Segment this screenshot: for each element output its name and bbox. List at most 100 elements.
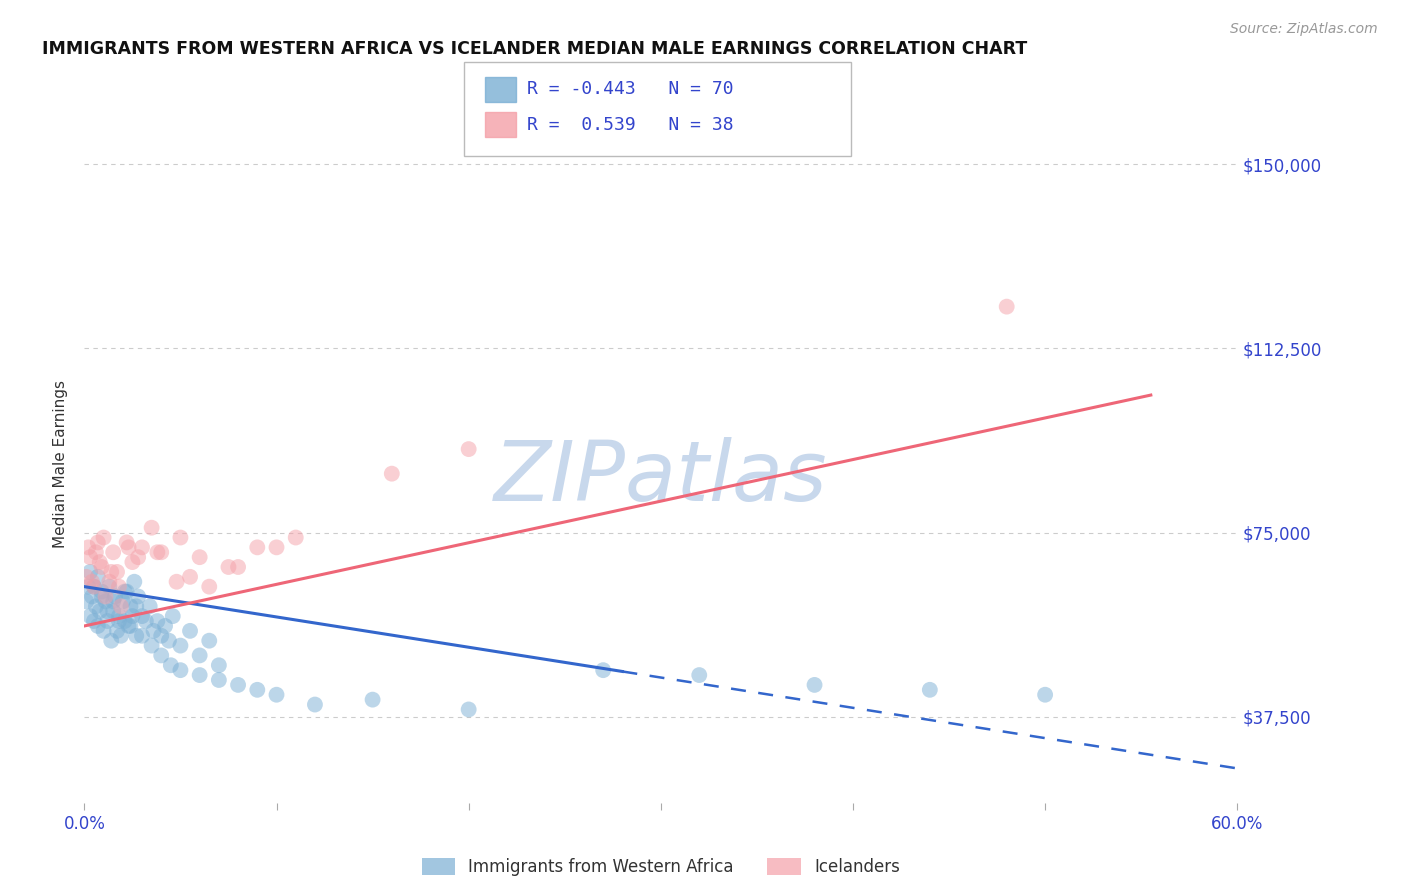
Point — [150, 629, 173, 643]
Point — [90, 584, 112, 599]
Point — [80, 590, 103, 604]
Point — [127, 590, 149, 604]
Point — [98, 574, 121, 589]
Point — [120, 619, 142, 633]
Text: R =  0.539   N = 38: R = 0.539 N = 38 — [527, 116, 734, 134]
Text: IMMIGRANTS FROM WESTERN AFRICA VS ICELANDER MEDIAN MALE EARNINGS CORRELATION CHA: IMMIGRANTS FROM WESTERN AFRICA VS ICELAN… — [42, 40, 1028, 58]
Point — [146, 614, 169, 628]
Point — [157, 633, 180, 648]
Point — [94, 594, 117, 608]
Point — [141, 521, 163, 535]
Point — [120, 599, 142, 614]
Point — [198, 633, 221, 648]
Point — [166, 574, 188, 589]
Point — [125, 599, 148, 614]
Point — [266, 541, 288, 555]
Point — [208, 673, 231, 687]
Point — [100, 565, 122, 579]
Point — [162, 609, 184, 624]
Point — [103, 604, 125, 618]
Point — [90, 590, 112, 604]
Point — [103, 594, 125, 608]
Point — [121, 609, 143, 624]
Point — [135, 614, 157, 628]
Point — [995, 300, 1018, 314]
Point — [80, 574, 103, 589]
Point — [100, 633, 122, 648]
Point — [246, 682, 269, 697]
Point — [124, 574, 146, 589]
Point — [103, 545, 125, 559]
Point — [150, 545, 173, 559]
Point — [121, 555, 143, 569]
Point — [89, 604, 111, 618]
Point — [110, 629, 132, 643]
Point — [188, 668, 211, 682]
Point — [115, 584, 138, 599]
Point — [84, 599, 107, 614]
Point — [141, 639, 163, 653]
Point — [688, 668, 710, 682]
Point — [89, 555, 111, 569]
Point — [179, 624, 201, 638]
Point — [96, 614, 118, 628]
Point — [125, 629, 148, 643]
Point — [108, 614, 131, 628]
Point — [381, 467, 404, 481]
Point — [803, 678, 825, 692]
Point — [87, 619, 110, 633]
Point — [188, 550, 211, 565]
Point — [87, 570, 110, 584]
Point — [110, 599, 132, 614]
Point — [98, 580, 121, 594]
Point — [131, 609, 153, 624]
Point — [361, 692, 384, 706]
Point — [457, 442, 479, 456]
Point — [83, 580, 105, 594]
Point — [131, 629, 153, 643]
Point — [84, 545, 107, 559]
Point — [146, 545, 169, 559]
Point — [79, 609, 101, 624]
Point — [169, 639, 191, 653]
Point — [169, 663, 191, 677]
Point — [284, 531, 307, 545]
Point — [90, 560, 112, 574]
Point — [208, 658, 231, 673]
Point — [105, 624, 128, 638]
Point — [94, 590, 117, 604]
Point — [117, 541, 139, 555]
Y-axis label: Median Male Earnings: Median Male Earnings — [53, 380, 69, 548]
Point — [179, 570, 201, 584]
Point — [79, 565, 101, 579]
Point — [117, 619, 139, 633]
Point — [83, 580, 105, 594]
Text: Source: ZipAtlas.com: Source: ZipAtlas.com — [1230, 22, 1378, 37]
Point — [108, 609, 131, 624]
Point — [592, 663, 614, 677]
Point — [77, 541, 100, 555]
Point — [1033, 688, 1056, 702]
Point — [114, 614, 136, 628]
Point — [918, 682, 941, 697]
Point — [153, 619, 176, 633]
Point — [115, 535, 138, 549]
Point — [266, 688, 288, 702]
Point — [160, 658, 183, 673]
Point — [218, 560, 240, 574]
Point — [138, 599, 160, 614]
Point — [104, 590, 127, 604]
Point — [79, 550, 101, 565]
Legend: Immigrants from Western Africa, Icelanders: Immigrants from Western Africa, Icelande… — [415, 851, 907, 882]
Point — [198, 580, 221, 594]
Point — [96, 604, 118, 618]
Point — [131, 541, 153, 555]
Point — [87, 535, 110, 549]
Point — [108, 580, 131, 594]
Point — [75, 594, 97, 608]
Text: ZIPatlas: ZIPatlas — [494, 437, 828, 518]
Point — [114, 584, 136, 599]
Point — [93, 624, 115, 638]
Point — [246, 541, 269, 555]
Point — [77, 580, 100, 594]
